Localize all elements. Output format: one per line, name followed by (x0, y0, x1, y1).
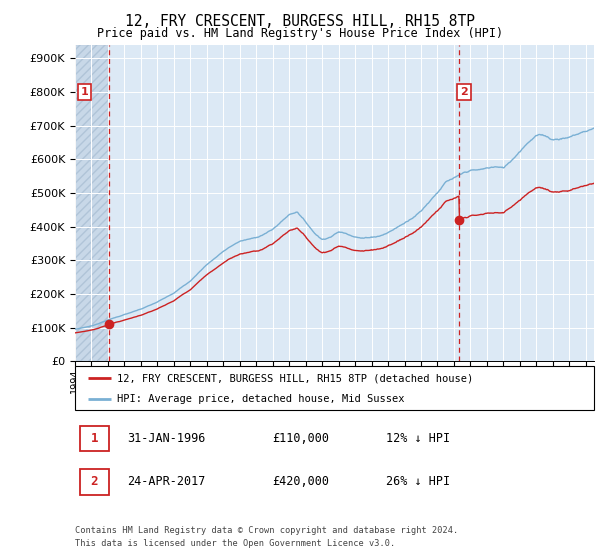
Text: HPI: Average price, detached house, Mid Sussex: HPI: Average price, detached house, Mid … (116, 394, 404, 404)
Text: £420,000: £420,000 (272, 475, 329, 488)
Text: £110,000: £110,000 (272, 432, 329, 445)
Text: 1: 1 (91, 432, 98, 445)
FancyBboxPatch shape (80, 469, 109, 495)
Bar (75, 45, 109, 361)
Text: 2: 2 (91, 475, 98, 488)
Text: This data is licensed under the Open Government Licence v3.0.: This data is licensed under the Open Gov… (75, 539, 395, 548)
Text: Price paid vs. HM Land Registry's House Price Index (HPI): Price paid vs. HM Land Registry's House … (97, 27, 503, 40)
Text: 12, FRY CRESCENT, BURGESS HILL, RH15 8TP: 12, FRY CRESCENT, BURGESS HILL, RH15 8TP (125, 14, 475, 29)
Text: 26% ↓ HPI: 26% ↓ HPI (386, 475, 451, 488)
Text: Contains HM Land Registry data © Crown copyright and database right 2024.: Contains HM Land Registry data © Crown c… (75, 526, 458, 535)
Text: 12, FRY CRESCENT, BURGESS HILL, RH15 8TP (detached house): 12, FRY CRESCENT, BURGESS HILL, RH15 8TP… (116, 374, 473, 384)
Text: 24-APR-2017: 24-APR-2017 (127, 475, 205, 488)
Text: 31-JAN-1996: 31-JAN-1996 (127, 432, 205, 445)
Text: 1: 1 (80, 87, 88, 97)
FancyBboxPatch shape (80, 426, 109, 451)
Text: 2: 2 (460, 87, 468, 97)
Bar (75, 45, 109, 361)
Text: 12% ↓ HPI: 12% ↓ HPI (386, 432, 451, 445)
